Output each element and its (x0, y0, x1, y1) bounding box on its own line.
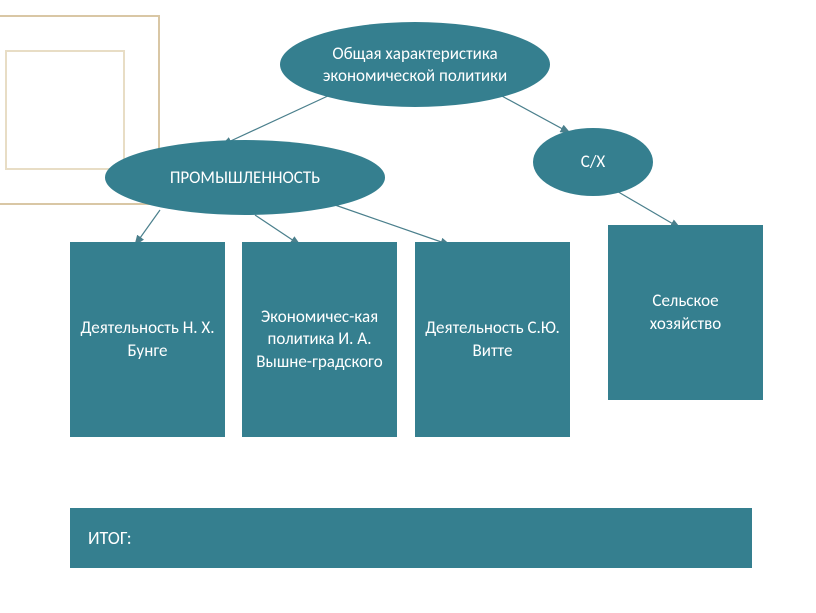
node-agriculture-ellipse: С/Х (533, 128, 653, 196)
deco-square-inner (5, 50, 125, 170)
node-box-agriculture: Сельское хозяйство (608, 225, 763, 400)
node-agriculture-label: С/Х (581, 151, 605, 172)
node-box-bunge: Деятельность Н. Х. Бунге (70, 242, 225, 437)
node-box-witte: Деятельность С.Ю. Витте (415, 242, 570, 437)
node-industry-ellipse: ПРОМЫШЛЕННОСТЬ (105, 140, 385, 215)
node-box-vyshnegradsky: Экономичес-кая политика И. А. Вышне-град… (242, 242, 397, 437)
node-box-bunge-label: Деятельность Н. Х. Бунге (78, 317, 217, 361)
node-box-vyshnegradsky-label: Экономичес-кая политика И. А. Вышне-град… (250, 306, 389, 372)
node-box-agriculture-label: Сельское хозяйство (616, 290, 755, 334)
node-summary-bar: ИТОГ: (70, 508, 752, 568)
node-industry-label: ПРОМЫШЛЕННОСТЬ (170, 167, 320, 188)
node-root-ellipse: Общая характеристика экономической полит… (280, 22, 550, 107)
node-summary-label: ИТОГ: (88, 527, 132, 549)
node-root-label: Общая характеристика экономической полит… (294, 43, 536, 86)
node-box-witte-label: Деятельность С.Ю. Витте (423, 317, 562, 361)
